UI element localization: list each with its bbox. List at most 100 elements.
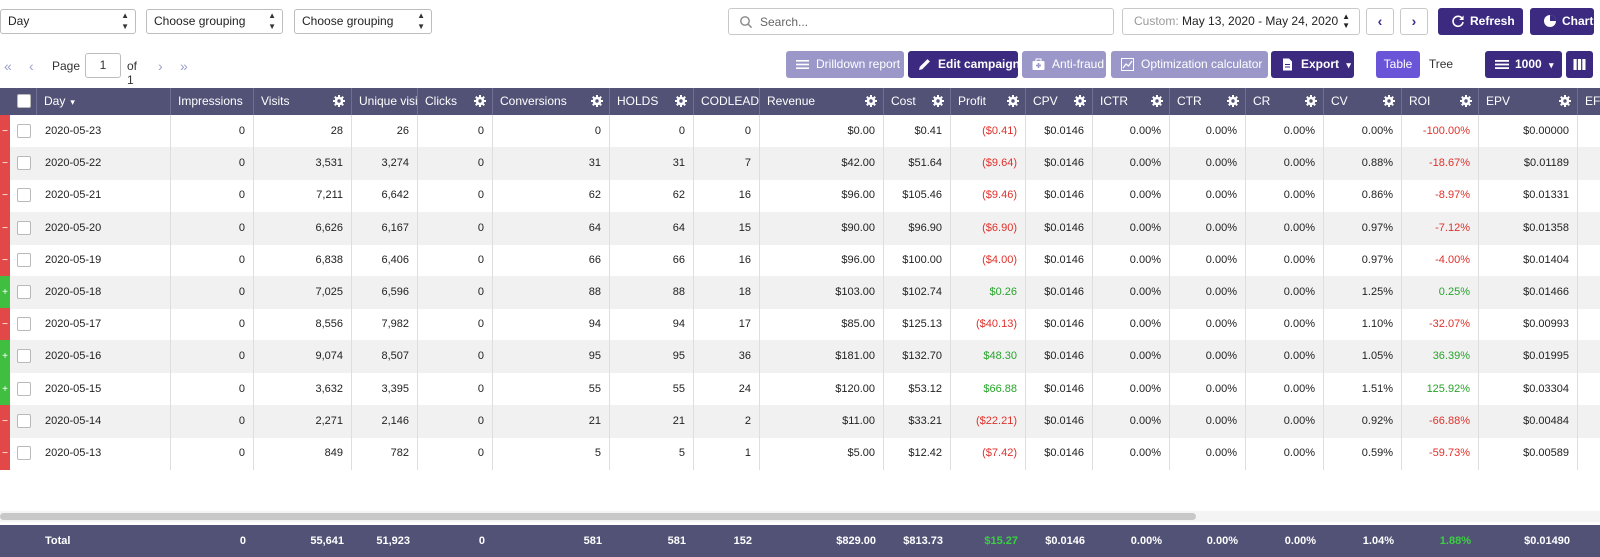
optimization-calculator-button[interactable]: Optimization calculator [1111, 51, 1268, 78]
cell-holds: 21 [610, 404, 694, 438]
total-codlead: 152 [733, 535, 752, 547]
cell-cr: 0.00% [1246, 276, 1324, 309]
row-checkbox[interactable] [17, 188, 31, 203]
column-header-cv[interactable]: CV [1324, 88, 1402, 115]
cell-holds: 94 [610, 308, 694, 342]
table-row[interactable]: −2020-05-21 0 7,211 6,642 0 62 62 16 $96.00 $105.… [0, 179, 1600, 213]
anti-fraud-button[interactable]: Anti-fraud [1022, 51, 1106, 78]
table-row[interactable]: −2020-05-23 0 28 26 0 0 0 0 $0.00 $0.41 ($0.41) $0.… [0, 115, 1600, 148]
rows-per-page-select[interactable]: 1000 ▾ [1485, 51, 1562, 78]
column-header-conversions[interactable]: Conversions [493, 88, 610, 115]
edit-campaign-button[interactable]: Edit campaign [908, 51, 1020, 78]
table-view-toggle[interactable]: Table [1376, 51, 1420, 78]
columns-icon [1573, 59, 1586, 70]
next-period-button[interactable]: › [1400, 8, 1428, 35]
row-checkbox[interactable] [17, 413, 31, 428]
cell-visits: 6,626 [254, 211, 352, 245]
cell-cost: $53.12 [884, 372, 951, 406]
date-range-select[interactable]: Custom: May 13, 2020 - May 24, 2020 ▲ ▼ [1122, 8, 1360, 35]
horizontal-scrollbar[interactable] [0, 513, 1196, 520]
table-row[interactable]: +2020-05-15 0 3,632 3,395 0 55 55 24 $120.00 $53.… [0, 372, 1600, 406]
cell-roi: -66.88% [1402, 404, 1479, 438]
cell-profit: $0.26 [951, 276, 1026, 309]
total-cv: 1.04% [1362, 535, 1394, 547]
export-button[interactable]: Export ▾ [1271, 51, 1354, 78]
column-header-day[interactable]: Day ▾ [37, 88, 171, 115]
row-checkbox[interactable] [17, 252, 31, 267]
column-header-holds[interactable]: HOLDS [610, 88, 694, 115]
last-page-icon[interactable]: » [180, 58, 188, 74]
cell-epv: $0.01404 [1479, 243, 1578, 277]
cell-codlead: 1 [694, 437, 760, 470]
profit-positive-indicator: + [0, 276, 10, 309]
columns-button[interactable] [1566, 51, 1593, 78]
row-checkbox[interactable] [17, 381, 31, 396]
column-header-ctr[interactable]: CTR [1170, 88, 1246, 115]
cell-codlead: 24 [694, 372, 760, 406]
drilldown-report-button[interactable]: Drilldown report [786, 51, 904, 78]
cell-revenue: $11.00 [760, 404, 884, 438]
first-page-icon[interactable]: « [4, 58, 12, 74]
page-number-input[interactable]: 1 [85, 53, 121, 78]
refresh-button[interactable]: Refresh [1438, 8, 1523, 35]
cell-cpv: $0.0146 [1026, 437, 1093, 470]
table-row[interactable]: −2020-05-13 0 849 782 0 5 5 1 $5.00 $12.42 ($7.42)… [0, 437, 1600, 470]
cell-cpv: $0.0146 [1026, 372, 1093, 406]
cell-conversions: 88 [493, 276, 610, 309]
period-select[interactable]: Day ▲ ▼ [0, 9, 136, 34]
cell-ctr: 0.00% [1170, 211, 1246, 245]
column-header-epv[interactable]: EPV [1479, 88, 1578, 115]
column-header-impressions[interactable]: Impressions [171, 88, 254, 115]
total-ictr: 0.00% [1130, 535, 1162, 547]
row-checkbox[interactable] [17, 220, 31, 235]
cell-unique: 8,507 [352, 340, 418, 374]
cell-ctr: 0.00% [1170, 404, 1246, 438]
row-checkbox[interactable] [17, 124, 31, 138]
grouping-select-1[interactable]: Choose grouping ▲ ▼ [146, 9, 283, 34]
cell-visits: 7,211 [254, 179, 352, 213]
prev-period-button[interactable]: ‹ [1366, 8, 1394, 35]
column-header-roi[interactable]: ROI [1402, 88, 1479, 115]
column-header-cr[interactable]: CR [1246, 88, 1324, 115]
row-checkbox[interactable] [17, 317, 31, 332]
chart-button[interactable]: Chart [1530, 8, 1594, 35]
column-header-revenue[interactable]: Revenue [760, 88, 884, 115]
column-header-unique-visi[interactable]: Unique visi [352, 88, 418, 115]
table-row[interactable]: +2020-05-16 0 9,074 8,507 0 95 95 36 $181.00 $132… [0, 340, 1600, 374]
row-checkbox[interactable] [17, 446, 31, 460]
table-row[interactable]: −2020-05-14 0 2,271 2,146 0 21 21 2 $11.00 $33.21… [0, 404, 1600, 438]
select-all-checkbox[interactable] [17, 94, 31, 108]
table-row[interactable]: −2020-05-22 0 3,531 3,274 0 31 31 7 $42.00 $51.64… [0, 147, 1600, 181]
cell-roi: -100.00% [1402, 115, 1479, 148]
row-checkbox[interactable] [17, 156, 31, 171]
column-header-codlead[interactable]: CODLEAD [694, 88, 760, 115]
column-header-visits[interactable]: Visits [254, 88, 352, 115]
table-row[interactable]: +2020-05-18 0 7,025 6,596 0 88 88 18 $103.00 $102… [0, 276, 1600, 309]
cell-codlead: 17 [694, 308, 760, 342]
table-row[interactable]: −2020-05-20 0 6,626 6,167 0 64 64 15 $90.00 $96.9… [0, 211, 1600, 245]
pie-chart-icon [1544, 15, 1556, 27]
prev-page-icon[interactable]: ‹ [29, 58, 34, 74]
page-label: Page [52, 59, 81, 73]
row-checkbox[interactable] [17, 285, 31, 299]
grouping-select-2[interactable]: Choose grouping ▲ ▼ [294, 9, 432, 34]
tree-view-toggle[interactable]: Tree [1420, 51, 1462, 78]
row-checkbox[interactable] [17, 349, 31, 364]
column-header-ictr[interactable]: ICTR [1093, 88, 1170, 115]
pencil-icon [919, 59, 930, 70]
column-header-label: EF [1585, 94, 1600, 108]
cell-epv: $0.01995 [1479, 340, 1578, 374]
page-count: of 1 [127, 59, 138, 87]
search-input[interactable]: Search... [728, 8, 1114, 35]
cell-ictr: 0.00% [1093, 276, 1170, 309]
column-header-cost[interactable]: Cost [884, 88, 951, 115]
cell-revenue: $90.00 [760, 211, 884, 245]
table-row[interactable]: −2020-05-17 0 8,556 7,982 0 94 94 17 $85.00 $125.… [0, 308, 1600, 342]
column-header-cpv[interactable]: CPV [1026, 88, 1093, 115]
column-header-profit[interactable]: Profit [951, 88, 1026, 115]
next-page-icon[interactable]: › [158, 58, 163, 74]
column-header-clicks[interactable]: Clicks [418, 88, 493, 115]
column-header-ef[interactable]: EF [1578, 88, 1600, 115]
table-row[interactable]: −2020-05-19 0 6,838 6,406 0 66 66 16 $96.00 $100.… [0, 243, 1600, 277]
cell-day: 2020-05-15 [37, 372, 171, 406]
